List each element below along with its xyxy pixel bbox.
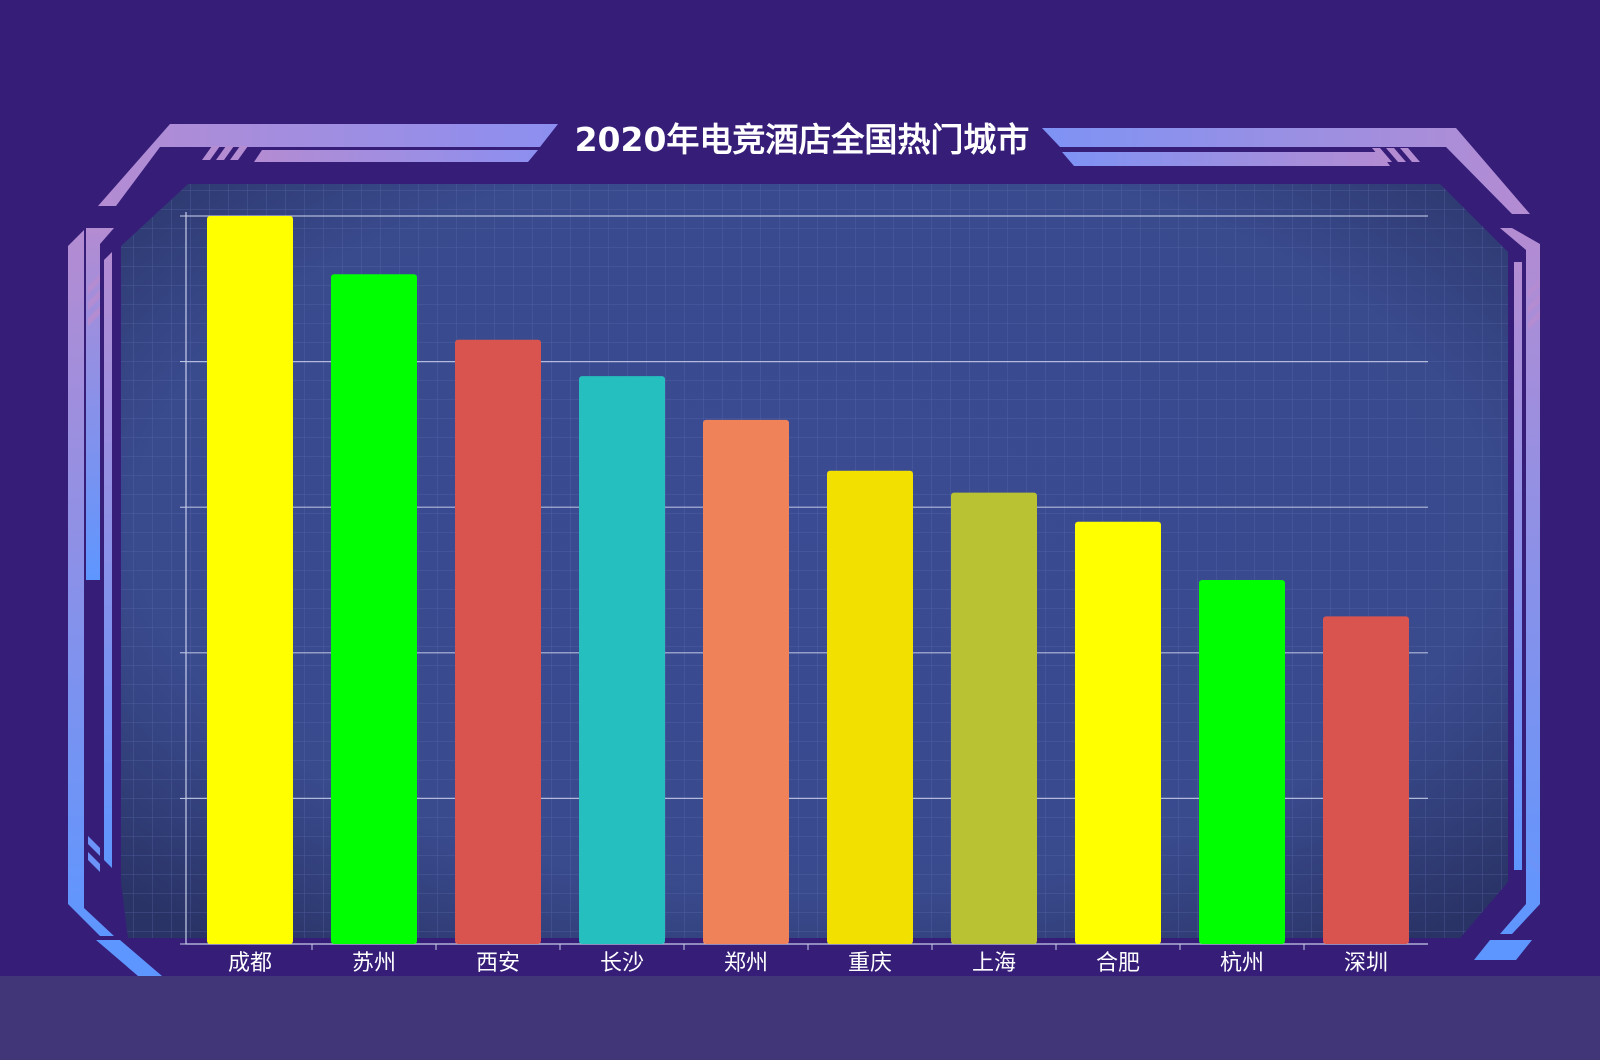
chart-panel bbox=[121, 184, 1508, 938]
bar-8 bbox=[1075, 521, 1161, 944]
bar-9 bbox=[1199, 580, 1285, 944]
x-tick-label: 重庆 bbox=[848, 951, 892, 976]
bars bbox=[207, 216, 1409, 945]
x-tick-label: 杭州 bbox=[1220, 951, 1264, 976]
bar-5 bbox=[703, 419, 789, 945]
chart-title: 2020年电竞酒店全国热门城市 bbox=[575, 120, 1030, 159]
x-tick-label: 合肥 bbox=[1096, 951, 1140, 976]
bar-2 bbox=[331, 274, 417, 944]
x-tick-label: 成都 bbox=[228, 951, 272, 976]
x-tick-label: 深圳 bbox=[1344, 951, 1388, 976]
decorative-frame bbox=[68, 124, 1540, 976]
bar-7 bbox=[951, 492, 1037, 944]
bar-6 bbox=[827, 470, 913, 944]
category-labels: 成都 苏州 西安 长沙 郑州 重庆 上海 合肥 杭州 深圳 bbox=[228, 951, 1388, 976]
x-tick-label: 长沙 bbox=[600, 951, 644, 976]
bar-4 bbox=[579, 376, 665, 944]
bar-3 bbox=[455, 339, 541, 944]
x-tick-label: 上海 bbox=[972, 951, 1016, 976]
x-tick-label: 郑州 bbox=[724, 951, 768, 976]
bar-10 bbox=[1323, 616, 1409, 944]
bar-1 bbox=[207, 216, 293, 944]
x-tick-label: 西安 bbox=[476, 951, 520, 976]
x-tick-label: 苏州 bbox=[352, 951, 396, 976]
bottom-bar bbox=[0, 976, 1600, 1060]
